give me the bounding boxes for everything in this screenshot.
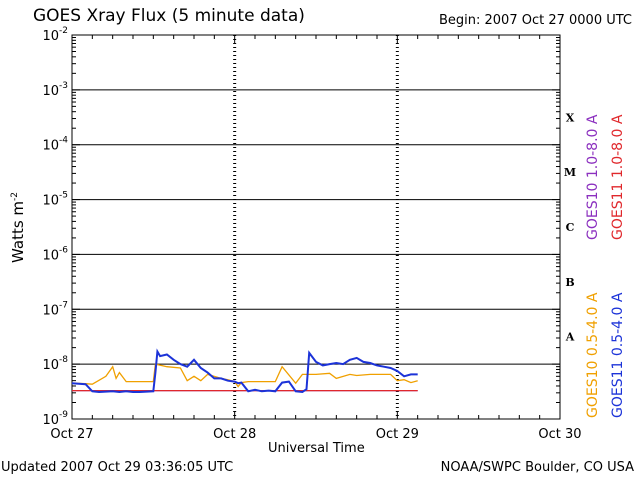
y-tick-label: 10-7	[42, 300, 68, 318]
x-axis-label: Universal Time	[268, 441, 365, 456]
y-tick-label: 10-3	[42, 81, 68, 99]
y-tick-label: 10-6	[42, 245, 68, 263]
series-line	[71, 363, 418, 388]
flare-class-label: A	[565, 331, 575, 344]
updated-timestamp: Updated 2007 Oct 29 03:36:05 UTC	[1, 460, 234, 475]
y-tick-label: 10-5	[42, 191, 68, 209]
flare-class-label: X	[566, 111, 575, 124]
y-tick-label: 10-9	[42, 410, 68, 428]
chart-title: GOES Xray Flux (5 minute data)	[33, 6, 305, 26]
credit-label: NOAA/SWPC Boulder, CO USA	[440, 460, 634, 475]
flare-class-label: B	[565, 276, 574, 289]
flare-class-label: C	[566, 221, 575, 234]
x-tick-label: Oct 27	[50, 427, 93, 442]
x-tick-label: Oct 28	[213, 427, 256, 442]
y-tick-label: 10-8	[42, 355, 68, 373]
x-tick-label: Oct 30	[538, 427, 581, 442]
y-tick-label: 10-2	[42, 26, 68, 44]
x-tick-label: Oct 29	[376, 427, 419, 442]
y-tick-label: 10-4	[42, 136, 68, 154]
flare-class-label: M	[564, 166, 576, 179]
series-line	[71, 348, 418, 394]
begin-time: Begin: 2007 Oct 27 0000 UTC	[438, 13, 632, 28]
